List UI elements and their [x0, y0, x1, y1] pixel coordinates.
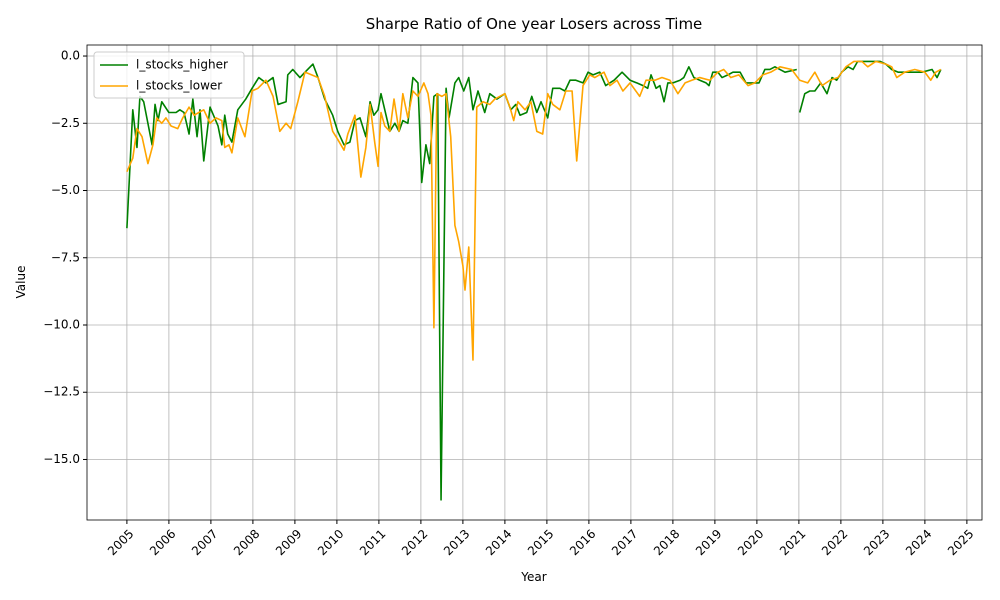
x-tick-label: 2008: [231, 527, 262, 558]
x-tick-label: 2017: [609, 527, 640, 558]
x-tick-label: 2024: [903, 527, 934, 558]
y-tick-label: −12.5: [43, 385, 80, 399]
x-tick-label: 2005: [105, 527, 136, 558]
x-tick-label: 2016: [567, 527, 598, 558]
y-tick-label: −2.5: [51, 116, 80, 130]
x-axis-label: Year: [520, 570, 546, 584]
x-tick-label: 2006: [147, 527, 178, 558]
x-tick-label: 2021: [777, 527, 808, 558]
x-tick-label: 2009: [273, 527, 304, 558]
series-line: [126, 60, 942, 501]
x-tick-label: 2014: [483, 527, 514, 558]
y-tick-label: −15.0: [43, 452, 80, 466]
x-tick-label: 2023: [861, 527, 892, 558]
x-tick-label: 2007: [189, 527, 220, 558]
y-tick-label: −5.0: [51, 183, 80, 197]
chart-title: Sharpe Ratio of One year Losers across T…: [366, 15, 703, 33]
x-tick-label: 2015: [525, 527, 556, 558]
x-tick-label: 2018: [651, 527, 682, 558]
x-tick-label: 2020: [735, 527, 766, 558]
y-tick-label: −7.5: [51, 250, 80, 264]
x-tick-label: 2025: [945, 527, 976, 558]
series-line: [126, 60, 942, 361]
y-tick-label: −10.0: [43, 317, 80, 331]
x-tick-label: 2022: [819, 527, 850, 558]
x-tick-label: 2019: [693, 527, 724, 558]
plot-frame: [86, 44, 983, 521]
y-axis-label: Value: [14, 266, 28, 299]
legend-box: [93, 51, 245, 99]
legend-label: l_stocks_lower: [136, 79, 222, 93]
x-tick-label: 2013: [441, 527, 472, 558]
legend-label: l_stocks_higher: [136, 58, 228, 72]
y-tick-label: 0.0: [61, 49, 80, 63]
x-tick-label: 2012: [399, 527, 430, 558]
x-tick-label: 2010: [315, 527, 346, 558]
x-tick-label: 2011: [357, 527, 388, 558]
